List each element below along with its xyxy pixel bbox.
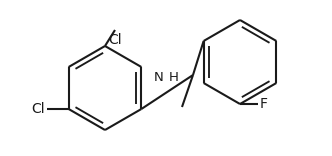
Text: F: F xyxy=(260,97,268,111)
Text: H: H xyxy=(169,71,179,84)
Text: N: N xyxy=(153,71,163,84)
Text: Cl: Cl xyxy=(108,33,122,47)
Text: Cl: Cl xyxy=(31,102,44,116)
